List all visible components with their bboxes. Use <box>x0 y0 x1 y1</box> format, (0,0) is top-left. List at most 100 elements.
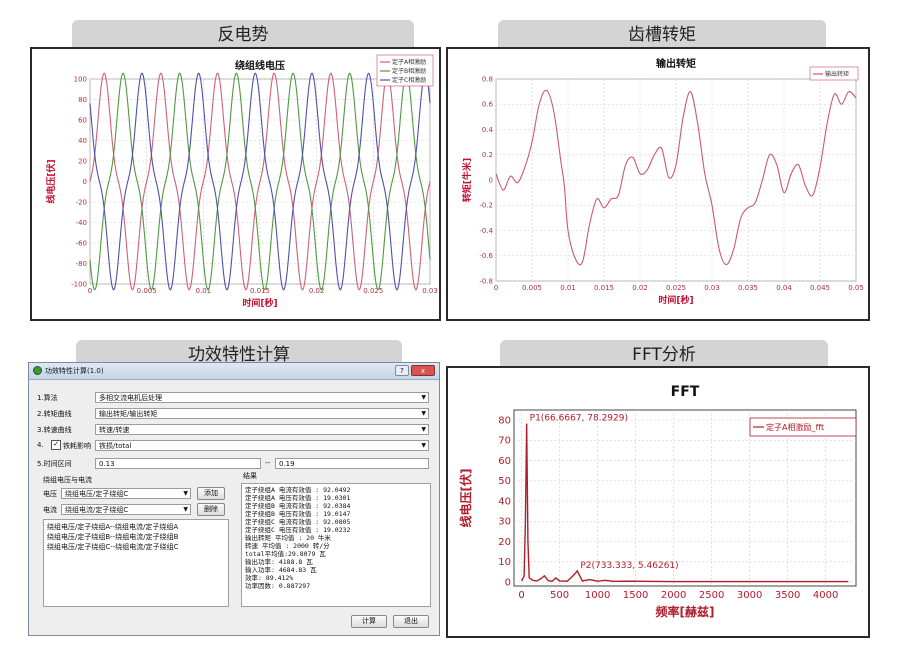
y-tick-label: 0.4 <box>482 126 494 134</box>
x-tick-label: 1000 <box>585 590 610 601</box>
dialog-title: 功效特性计算(1.0) <box>45 367 104 375</box>
close-button[interactable]: x <box>411 365 435 376</box>
y-axis-label: 线电压[伏] <box>458 469 473 528</box>
tab-fft: FFT分析 <box>500 340 828 368</box>
y-tick-label: 10 <box>498 557 511 568</box>
time-to-input[interactable]: 0.19 <box>275 458 429 469</box>
y-tick-label: -100 <box>71 280 87 288</box>
torque-curve-value: 输出转矩/输出转矩 <box>99 410 158 418</box>
fft-panel: 0 500 1000 1500 2000 2500 3000 3500 4000 0 10 20 30 4… <box>446 366 870 638</box>
help-button[interactable]: ? <box>395 365 409 376</box>
x-tick-label: 0 <box>88 287 92 295</box>
series-line <box>495 89 857 266</box>
list-item[interactable]: 绕组电压/定子绕组B--绕组电流/定子绕组B <box>47 533 179 541</box>
y-axis-label: 线电压[伏] <box>45 159 57 203</box>
time-range-label: 5.时间区间 <box>37 460 72 468</box>
y-tick-label: -60 <box>76 239 87 247</box>
y-tick-label: 0 <box>505 577 511 588</box>
time-to-value: 0.19 <box>279 460 295 468</box>
x-tick-label: 500 <box>550 590 569 601</box>
y-tick-label: 20 <box>498 537 511 548</box>
list-item[interactable]: 绕组电压/定子绕组A--绕组电流/定子绕组A <box>47 523 179 531</box>
y-tick-label: 0 <box>83 178 87 186</box>
y-tick-label: 20 <box>78 157 87 165</box>
exit-button[interactable]: 退出 <box>393 615 429 628</box>
speed-curve-select[interactable]: 转速/转速 ▼ <box>95 424 429 435</box>
dialog-titlebar[interactable]: 功效特性计算(1.0) ? x <box>29 363 439 380</box>
x-tick-label: 0 <box>518 590 524 601</box>
iron-loss-checkbox[interactable]: ✓ <box>51 440 61 450</box>
iron-loss-select[interactable]: 铁损/total ▼ <box>95 440 429 451</box>
result-line: 定子绕组C 电流有效值 : 92.0805 <box>245 518 351 526</box>
chart-title: 绕组线电压 <box>235 59 285 72</box>
legend-label: 定子A相激励 <box>392 58 426 66</box>
iron-loss-value: 铁损/total <box>99 442 132 450</box>
y-tick-label: -40 <box>76 219 87 227</box>
result-line: 转速 平均值 : 2000 转/分 <box>245 542 330 550</box>
y-tick-label: 60 <box>498 456 511 467</box>
x-tick-label: 3500 <box>775 590 800 601</box>
app-icon <box>33 366 42 375</box>
time-from-input[interactable]: 0.13 <box>95 458 261 469</box>
add-button[interactable]: 添加 <box>197 487 225 500</box>
chevron-down-icon: ▼ <box>421 410 426 417</box>
peak-annotation: P2(733.333, 5.46261) <box>580 561 678 571</box>
x-tick-label: 1500 <box>623 590 648 601</box>
series-line <box>89 72 431 291</box>
y-tick-label: -20 <box>76 198 87 206</box>
chevron-down-icon: ▼ <box>421 394 426 401</box>
result-line: total平均值:29.8079 瓦 <box>245 550 326 558</box>
y-tick-label: 100 <box>74 75 87 83</box>
result-line: 输出功率: 4188.8 瓦 <box>245 558 313 566</box>
series-line <box>89 72 431 291</box>
time-from-value: 0.13 <box>99 460 115 468</box>
voltage-current-pair-list[interactable]: 绕组电压/定子绕组A--绕组电流/定子绕组A 绕组电压/定子绕组B--绕组电流/… <box>43 519 229 607</box>
compute-button[interactable]: 计算 <box>351 615 387 628</box>
x-tick-label: 0.03 <box>422 287 438 295</box>
x-tick-label: 0.05 <box>848 284 864 292</box>
x-tick-label: 0.025 <box>363 287 383 295</box>
result-box: 定子绕组A 电流有效值 : 92.0492 定子绕组A 电压有效值 : 19.0… <box>241 483 431 607</box>
result-line: 定子绕组A 电压有效值 : 19.0301 <box>245 494 351 502</box>
legend-label: 输出转矩 <box>825 70 849 78</box>
algorithm-select[interactable]: 多相交流电机后处理 ▼ <box>95 392 429 403</box>
x-tick-label: 0.04 <box>776 284 792 292</box>
x-tick-label: 0.03 <box>704 284 720 292</box>
cogging-torque-panel: 0 0.005 0.01 0.015 0.02 0.025 0.03 0.035 0.04 0.0… <box>446 47 870 321</box>
result-line: 输出转矩 平均值 : 20 牛米 <box>245 534 331 542</box>
result-line: 定子绕组B 电流有效值 : 92.0384 <box>245 502 351 510</box>
tab-back-emf: 反电势 <box>72 20 414 48</box>
result-line: 定子绕组C 电压有效值 : 19.0232 <box>245 526 351 534</box>
chevron-down-icon: ▼ <box>421 426 426 433</box>
y-tick-label: 60 <box>78 116 87 124</box>
x-tick-label: 2000 <box>661 590 686 601</box>
chart-title: 输出转矩 <box>656 57 696 70</box>
x-axis-label: 频率[赫兹] <box>656 604 715 619</box>
y-tick-label: -0.8 <box>479 277 493 285</box>
result-line: 输入功率: 4684.83 瓦 <box>245 566 317 574</box>
y-tick-label: 30 <box>498 517 511 528</box>
series-line <box>520 423 849 583</box>
y-axis-label: 转矩[牛米] <box>461 158 473 202</box>
torque-curve-select[interactable]: 输出转矩/输出转矩 ▼ <box>95 408 429 419</box>
speed-curve-label: 3.转速曲线 <box>37 426 72 434</box>
voltage-current-group-label: 绕组电压与电流 <box>43 476 92 484</box>
y-tick-label: -0.6 <box>479 252 493 260</box>
current-label: 电流 <box>43 506 57 514</box>
x-tick-label: 0.01 <box>560 284 576 292</box>
voltage-select[interactable]: 绕组电压/定子绕组C ▼ <box>61 488 191 499</box>
list-item[interactable]: 绕组电压/定子绕组C--绕组电流/定子绕组C <box>47 543 179 551</box>
delete-button[interactable]: 删除 <box>197 503 225 516</box>
current-select[interactable]: 绕组电流/定子绕组C ▼ <box>61 504 191 515</box>
legend-label: 定子B相激励 <box>392 67 426 75</box>
algorithm-value: 多相交流电机后处理 <box>99 394 162 402</box>
voltage-label: 电压 <box>43 490 57 498</box>
x-tick-label: 0 <box>494 284 498 292</box>
y-tick-label: 0.6 <box>482 101 494 109</box>
chart-title: FFT <box>671 384 700 400</box>
y-tick-label: 80 <box>498 415 511 426</box>
result-line: 定子绕组B 电压有效值 : 19.0147 <box>245 510 351 518</box>
x-tick-label: 4000 <box>813 590 838 601</box>
y-tick-label: 70 <box>498 436 511 447</box>
legend-label: 定子C相激励 <box>392 76 426 84</box>
